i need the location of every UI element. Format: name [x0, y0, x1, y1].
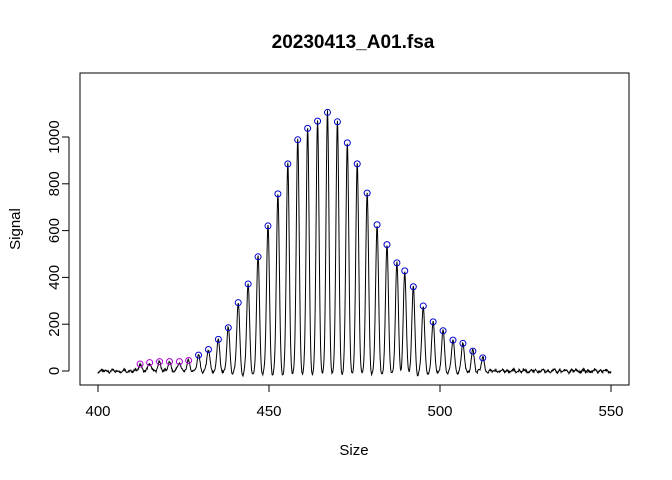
x-tick-label: 550 — [598, 403, 623, 420]
peak-marker — [363, 189, 371, 197]
x-axis: 400 450 500 550 — [85, 384, 624, 420]
peak-marker — [264, 222, 272, 230]
peak-marker — [439, 327, 447, 335]
peak-marker — [304, 124, 312, 132]
peak-marker — [383, 241, 391, 249]
peak-marker — [204, 345, 212, 353]
peak-marker — [156, 358, 164, 366]
x-axis-label: Size — [339, 442, 368, 459]
peak-marker — [429, 318, 437, 326]
peak-marker — [146, 359, 154, 367]
peak-marker — [175, 358, 183, 366]
peak-marker — [353, 160, 361, 168]
x-tick-label: 400 — [85, 403, 110, 420]
peak-marker — [234, 299, 242, 307]
y-axis: 0 200 400 600 800 1000 — [46, 120, 70, 375]
peak-marker — [294, 136, 302, 144]
y-tick-label: 600 — [46, 218, 63, 243]
peak-markers — [136, 108, 487, 368]
y-tick-label: 0 — [46, 367, 63, 375]
y-axis-label: Signal — [7, 208, 24, 250]
peak-marker — [343, 139, 351, 147]
peak-marker — [373, 221, 381, 229]
peak-marker — [165, 358, 173, 366]
y-tick-label: 400 — [46, 265, 63, 290]
y-tick-label: 200 — [46, 312, 63, 337]
peak-marker — [224, 324, 232, 332]
peak-marker — [401, 267, 409, 275]
peak-marker — [214, 335, 222, 343]
peak-marker — [459, 339, 467, 347]
peak-marker — [274, 190, 282, 198]
peak-marker — [185, 356, 193, 364]
chart-title: 20230413_A01.fsa — [272, 32, 435, 53]
peak-marker — [323, 108, 331, 116]
x-tick-label: 450 — [256, 403, 281, 420]
y-tick-label: 1000 — [46, 120, 63, 153]
peak-marker — [254, 253, 262, 261]
peak-marker — [314, 117, 322, 125]
signal-line — [97, 110, 612, 378]
peak-marker — [333, 118, 341, 126]
peak-marker — [244, 280, 252, 288]
x-tick-label: 500 — [427, 403, 452, 420]
peak-marker — [409, 283, 417, 291]
peak-marker — [284, 160, 292, 168]
peak-marker — [195, 351, 203, 359]
peak-marker — [419, 302, 427, 310]
peak-marker — [136, 360, 144, 368]
signal-trace — [97, 110, 612, 378]
peak-marker — [393, 259, 401, 267]
y-tick-label: 800 — [46, 171, 63, 196]
peak-marker — [449, 336, 457, 344]
peak-marker — [479, 354, 487, 362]
peak-marker — [469, 347, 477, 355]
